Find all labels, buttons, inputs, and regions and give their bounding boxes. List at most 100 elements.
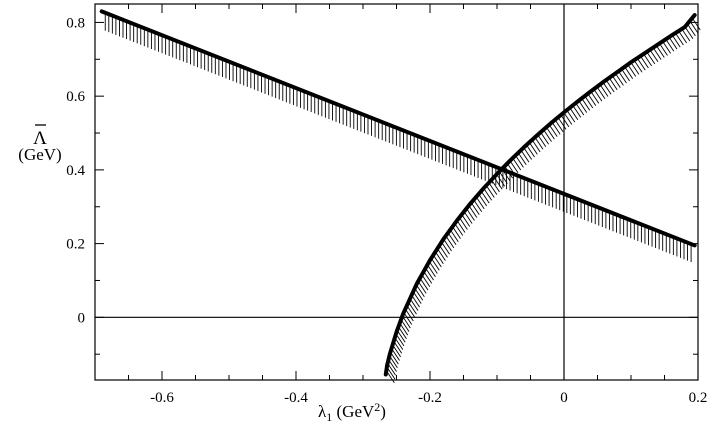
- hatch-mark: [517, 152, 527, 166]
- hatch-mark: [409, 298, 419, 311]
- hatch-mark: [411, 294, 420, 308]
- hatch-mark: [437, 248, 446, 261]
- hatch-mark: [590, 91, 600, 104]
- hatch-mark: [646, 51, 656, 65]
- hatch-mark: [649, 49, 659, 62]
- hatch-mark: [554, 119, 564, 133]
- hatch-mark: [659, 43, 668, 56]
- reference-lines: [95, 4, 698, 380]
- x-tick-label: -0.4: [284, 390, 308, 406]
- hatch-mark: [427, 264, 436, 278]
- hatch-mark: [414, 287, 424, 301]
- hatch-mark: [640, 55, 649, 69]
- x-tick-label: 0.2: [689, 390, 708, 406]
- hatch-mark: [566, 109, 576, 123]
- y-tick-label: 0.2: [66, 237, 85, 253]
- x-tick-label: -0.6: [150, 390, 174, 406]
- hatch-mark: [531, 139, 541, 153]
- x-tick-label: 0: [560, 390, 568, 406]
- series-line-2: [383, 13, 697, 377]
- hatch-mark: [404, 308, 414, 322]
- plot-frame: [94, 3, 699, 381]
- hatch-mark: [551, 121, 561, 135]
- hatch-mark: [488, 182, 498, 195]
- hatch-mark: [611, 75, 621, 88]
- x-tick-label: -0.2: [418, 390, 442, 406]
- hatch-mark: [599, 84, 609, 97]
- hatch-mark: [528, 142, 538, 155]
- hatch-mark: [443, 238, 452, 252]
- hatch-mark: [593, 88, 603, 102]
- hatch-mark: [652, 47, 662, 60]
- hatch-mark: [403, 312, 413, 325]
- hatch-mark: [428, 261, 438, 274]
- hatch-mark: [445, 235, 455, 249]
- hatch-mark: [512, 157, 522, 171]
- hatch-mark: [621, 68, 630, 82]
- hatch-mark: [470, 202, 480, 215]
- y-tick-label: 0.8: [66, 15, 85, 31]
- axes-layer: -0.6 -0.4 -0.2 0 0.2 0 0.2 0.4 0.6 0.8: [66, 4, 707, 406]
- hatch-mark: [456, 220, 466, 233]
- x-axis-label-unit: (GeV: [332, 402, 375, 421]
- hatch-mark: [449, 229, 459, 242]
- hatch-mark: [618, 70, 627, 84]
- hatch-mark: [602, 82, 612, 95]
- hatch-mark: [665, 39, 675, 52]
- hatch-mark: [458, 217, 468, 230]
- hatch-mark: [406, 305, 416, 318]
- hatch-mark: [415, 284, 425, 297]
- hatch-mark: [636, 57, 646, 71]
- hatch-mark: [520, 149, 530, 163]
- hatch-mark: [496, 174, 506, 187]
- y-axis-label: Λ (GeV): [18, 124, 62, 164]
- hatch-mark: [557, 117, 567, 130]
- hatch-mark: [643, 53, 652, 67]
- hatch-mark: [441, 241, 450, 255]
- hatch-mark: [454, 223, 464, 236]
- hatch-mark: [540, 131, 550, 145]
- hatch-mark: [498, 171, 508, 184]
- hatch-mark: [687, 23, 696, 37]
- hatch-mark: [671, 34, 681, 48]
- y-tick-label: 0.4: [66, 163, 85, 179]
- hatch-mark: [430, 257, 440, 271]
- hatch-mark: [563, 112, 573, 125]
- hatch-mark: [569, 107, 579, 120]
- hatch-mark: [596, 86, 606, 100]
- hatch-mark: [633, 59, 643, 73]
- hatch-layer: [104, 12, 701, 383]
- hatch-mark: [655, 45, 665, 58]
- hatch-mark: [419, 277, 429, 291]
- hatch-mark: [432, 254, 442, 268]
- y-tick-label: 0.6: [66, 89, 85, 105]
- hatch-mark: [624, 66, 634, 79]
- hatch-mark: [478, 193, 488, 207]
- hatch-mark: [560, 114, 570, 128]
- hatch-mark: [548, 124, 558, 137]
- x-axis-label-subscript: 1: [326, 410, 332, 424]
- hatch-mark: [509, 160, 519, 173]
- hatch-mark: [605, 79, 615, 93]
- hatch-mark: [684, 26, 694, 40]
- hatch-mark: [608, 77, 618, 91]
- hatch-mark: [675, 32, 684, 46]
- hatch-mark: [447, 232, 457, 246]
- hatch-mark: [463, 211, 473, 224]
- hatch-mark: [491, 179, 500, 193]
- hatch-mark: [581, 98, 591, 111]
- x-axis-label-unit-close: ): [380, 402, 386, 421]
- hatch-mark: [691, 17, 701, 31]
- x-axis-label-unit-superscript: 2: [374, 400, 380, 414]
- hatch-mark: [466, 208, 475, 221]
- hatch-mark: [537, 134, 547, 147]
- hatch-mark: [493, 176, 503, 190]
- hatch-mark: [408, 301, 417, 315]
- hatch-mark: [668, 36, 678, 50]
- hatch-mark: [534, 137, 544, 150]
- hatch-mark: [425, 267, 434, 281]
- hatch-mark: [461, 214, 471, 227]
- series-layer: [99, 9, 697, 377]
- hatch-mark: [473, 199, 483, 212]
